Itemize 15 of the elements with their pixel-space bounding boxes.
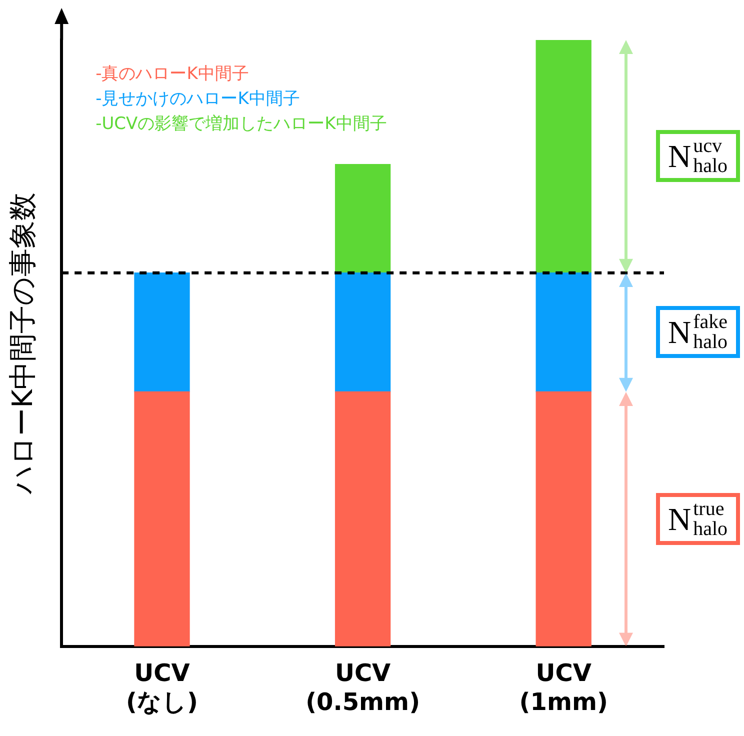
bar bbox=[536, 40, 592, 274]
bar bbox=[334, 272, 391, 392]
x-tick-label: UCV (なし) bbox=[126, 659, 198, 716]
bar bbox=[334, 164, 391, 274]
x-tick-label: UCV (0.5mm) bbox=[306, 659, 420, 716]
bar bbox=[334, 391, 391, 646]
bar bbox=[536, 391, 592, 646]
text: -見せかけのハローK中間子 bbox=[96, 88, 300, 110]
y-axis-title: ハローK中間子の事象数 bbox=[6, 192, 40, 495]
series-label: -UCVの影響で増加したハローK中間子 bbox=[96, 113, 387, 135]
bar bbox=[536, 272, 592, 392]
bar bbox=[134, 272, 190, 392]
bar bbox=[134, 391, 190, 646]
x-tick-label: UCV (1mm) bbox=[519, 659, 608, 716]
text: -真のハローK中間子 bbox=[96, 63, 249, 85]
